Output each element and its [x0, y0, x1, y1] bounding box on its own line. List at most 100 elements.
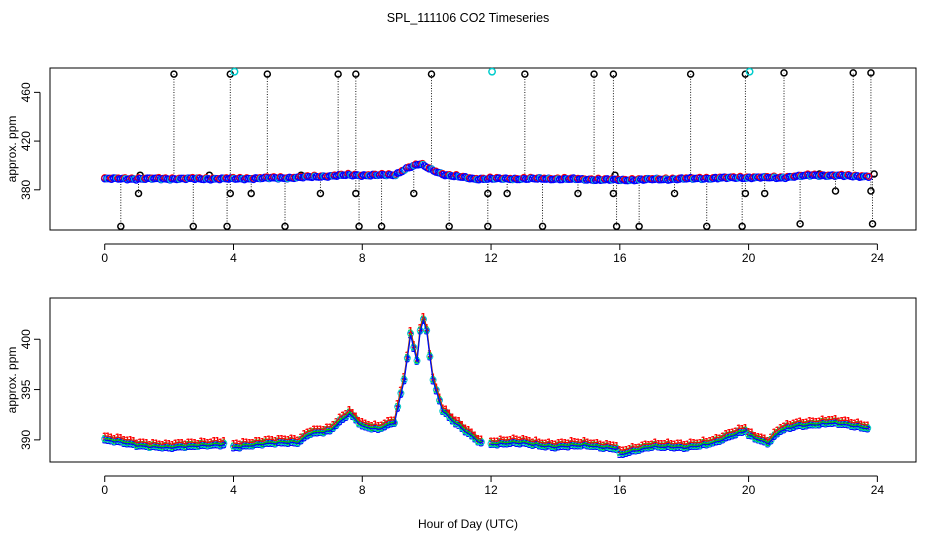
- spike-point: [868, 220, 877, 228]
- series-1-point: 1: [736, 423, 742, 434]
- spike-point: [352, 189, 360, 198]
- cyan-marker-point: [745, 67, 754, 76]
- series-3-point: 3: [491, 440, 497, 451]
- series-1-point: 1: [581, 436, 587, 447]
- series-3-point: 3: [778, 427, 784, 438]
- series-3-point: 3: [321, 428, 327, 439]
- series-1-point: 1: [591, 438, 597, 449]
- series-1-point: 1: [845, 416, 851, 427]
- bottom-x-tick-label: 8: [359, 483, 366, 497]
- top-x-tick-label: 0: [101, 251, 108, 265]
- series-3-point: 3: [369, 424, 375, 435]
- series-1-point: 1: [118, 433, 124, 444]
- series-3-point: 3: [391, 419, 397, 430]
- series-3-point: 3: [639, 444, 645, 455]
- series-3-point: 3: [746, 431, 752, 442]
- series-1-point: 1: [153, 438, 159, 449]
- series-1-point: 1: [247, 438, 253, 449]
- series-3-point: 3: [662, 443, 668, 454]
- series-1-point: 1: [311, 424, 317, 435]
- series-3-point: 3: [375, 425, 381, 436]
- spike-point: [867, 69, 875, 77]
- spike-point: [316, 189, 325, 198]
- series-1-point: 1: [810, 417, 816, 428]
- series-1-point: 1: [324, 422, 330, 433]
- series-3-point: 3: [298, 436, 304, 447]
- series-3-point: 3: [562, 442, 568, 453]
- series-1-point: 1: [469, 427, 475, 438]
- spike-point: [484, 222, 492, 231]
- spike-point: [445, 222, 453, 231]
- series-1-point: 1: [533, 436, 539, 447]
- series-3-point: 3: [414, 357, 420, 368]
- series-3-point: 3: [826, 419, 832, 430]
- series-3-point: 3: [655, 443, 661, 454]
- series-3-point: 3: [230, 443, 236, 454]
- bottom-x-tick-label: 4: [230, 483, 237, 497]
- series-3-point: 3: [520, 438, 526, 449]
- series-1-line: [104, 435, 225, 446]
- series-1-point: 1: [491, 436, 497, 447]
- series-1-point: 1: [144, 438, 150, 449]
- series-1-point: 1: [610, 441, 616, 452]
- series-3-point: 3: [218, 441, 224, 452]
- series-1-point: 1: [366, 420, 372, 431]
- series-1-point: 1: [288, 433, 294, 444]
- series-1-point: 1: [617, 445, 623, 456]
- baseline-point-red: [844, 170, 852, 178]
- series-3-point: 3: [514, 439, 520, 450]
- bottom-plot-frame: [49, 297, 917, 463]
- series-3-point: 3: [501, 439, 507, 450]
- series-1-point: 1: [102, 431, 108, 442]
- series-3-point: 3: [263, 439, 269, 450]
- series-1-point: 1: [681, 440, 687, 451]
- series-3-point: 3: [134, 442, 140, 453]
- series-1-point: 1: [115, 433, 121, 444]
- bottom-x-tick-label: 20: [742, 483, 756, 497]
- series-1-point: 1: [189, 438, 195, 449]
- top-x-tick-label: 16: [613, 251, 627, 265]
- series-3-point: 3: [327, 427, 333, 438]
- series-3-point: 3: [102, 436, 108, 447]
- series-1-point: 1: [350, 408, 356, 419]
- spike-point: [352, 70, 360, 78]
- series-3-point: 3: [646, 443, 652, 454]
- x-axis-label: Hour of Day (UTC): [418, 517, 518, 531]
- series-3-point: 3: [160, 444, 166, 455]
- series-1-point: 1: [572, 437, 578, 448]
- series-3-point: 3: [675, 443, 681, 454]
- series-3-line: [233, 318, 482, 449]
- series-3-point: 3: [636, 446, 642, 457]
- series-3-point: 3: [697, 442, 703, 453]
- series-3-point: 3: [185, 442, 191, 453]
- series-3-point: 3: [726, 432, 732, 443]
- series-1-point: 1: [488, 436, 494, 447]
- series-1-point: 1: [362, 419, 368, 430]
- series-1-point: 1: [456, 416, 462, 427]
- top-y-tick-label: 420: [19, 131, 33, 151]
- baseline-point-red: [702, 173, 710, 181]
- series-3-point: 3: [578, 442, 584, 453]
- series-1-point: 1: [691, 438, 697, 449]
- series-1-point: 1: [472, 431, 478, 442]
- baseline-point-red: [736, 172, 744, 180]
- series-1-point: 1: [243, 437, 249, 448]
- series-3-point: 3: [266, 439, 272, 450]
- series-3-point: 3: [649, 443, 655, 454]
- series-1-point: 1: [865, 421, 871, 432]
- series-1-point: 1: [465, 425, 471, 436]
- series-1-point: 1: [140, 438, 146, 449]
- series-3-point: 3: [324, 427, 330, 438]
- series-1-point: 1: [317, 424, 323, 435]
- series-3-point: 3: [823, 420, 829, 431]
- series-1-point: 1: [253, 436, 259, 447]
- series-1-point: 1: [630, 442, 636, 453]
- series-3-point: 3: [472, 434, 478, 445]
- bottom-panel: 1231231231231231231231231231231231231231…: [5, 297, 917, 497]
- series-1-point: 1: [742, 423, 748, 434]
- series-3-point: 3: [385, 421, 391, 432]
- series-3-point: 3: [849, 422, 855, 433]
- top-data-points: [100, 67, 878, 231]
- series-1-point: 1: [820, 414, 826, 425]
